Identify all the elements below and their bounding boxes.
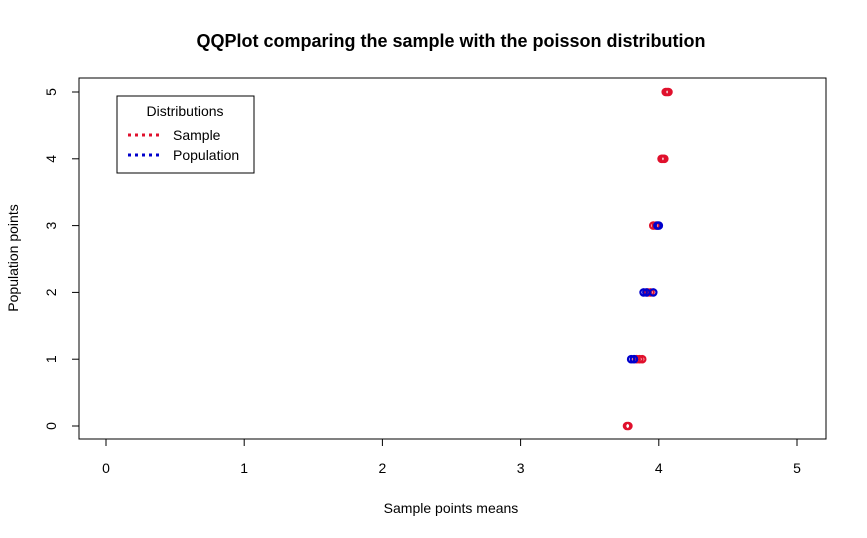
- data-point-population: [654, 221, 664, 230]
- chart-title: QQPlot comparing the sample with the poi…: [196, 31, 705, 51]
- data-point-sample: [637, 354, 647, 364]
- plot-frame: [78, 77, 827, 440]
- data-point-sample: [624, 421, 633, 431]
- x-tick-label: 4: [655, 460, 663, 476]
- x-axis-title: Sample points means: [384, 500, 519, 516]
- x-tick-label: 0: [102, 460, 110, 476]
- data-point-population: [648, 288, 658, 297]
- y-tick-label: 3: [43, 221, 59, 229]
- data-points: [622, 87, 673, 431]
- legend-box: [116, 95, 255, 174]
- y-tick-label: 0: [43, 422, 59, 430]
- y-tick-label: 2: [43, 288, 59, 296]
- legend-label-sample: Sample: [173, 127, 221, 143]
- y-tick-label: 5: [43, 88, 59, 96]
- x-axis: 0 1 2 3 4 5: [102, 439, 801, 476]
- y-tick-label: 4: [43, 155, 59, 163]
- data-point-population: [629, 354, 639, 364]
- series-sample: [622, 87, 673, 431]
- legend-label-population: Population: [173, 147, 239, 163]
- x-tick-label: 3: [517, 460, 525, 476]
- x-tick-label: 1: [240, 460, 248, 476]
- x-tick-label: 5: [793, 460, 801, 476]
- data-point-sample: [660, 154, 669, 164]
- y-axis-title: Population points: [5, 204, 21, 311]
- legend: Distributions Sample Population: [116, 95, 255, 174]
- y-tick-label: 1: [43, 355, 59, 363]
- data-point-sample: [664, 87, 673, 97]
- series-population: [626, 221, 664, 364]
- x-tick-label: 2: [379, 460, 387, 476]
- y-axis: 0 1 2 3 4 5: [43, 88, 79, 430]
- legend-title: Distributions: [146, 103, 223, 119]
